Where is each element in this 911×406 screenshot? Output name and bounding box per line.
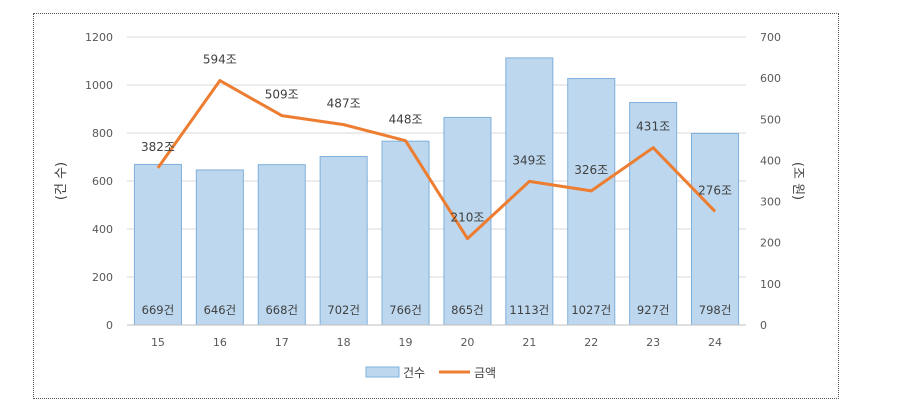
- y-left-axis-title: (건 수): [54, 162, 69, 200]
- line-data-label: 509조: [265, 88, 299, 102]
- bar-data-label: 927건: [637, 303, 670, 317]
- x-tick-label: 22: [584, 336, 598, 349]
- bar: [629, 102, 678, 326]
- bar-data-label: 668건: [265, 303, 298, 317]
- y-right-tick-label: 100: [760, 278, 781, 291]
- x-tick-label: 20: [460, 336, 474, 349]
- x-tick-label: 16: [213, 336, 227, 349]
- x-tick-label: 18: [337, 336, 351, 349]
- bar: [195, 169, 244, 326]
- legend-line-label: 금액: [474, 366, 496, 380]
- line-data-label: 448조: [389, 113, 423, 127]
- line-data-label: 487조: [327, 97, 361, 111]
- bar-data-label: 669건: [142, 303, 175, 317]
- bar-data-label: 646건: [204, 303, 237, 317]
- y-left-tick-label: 600: [92, 175, 113, 188]
- line-data-label: 594조: [203, 53, 237, 67]
- y-right-tick-label: 400: [760, 154, 781, 167]
- y-right-tick-label: 500: [760, 113, 781, 126]
- bar: [319, 156, 368, 326]
- bar: [443, 116, 492, 326]
- y-right-tick-label: 300: [760, 196, 781, 209]
- bar: [567, 78, 616, 326]
- legend-bar-swatch: [365, 366, 400, 378]
- y-right-tick-label: 600: [760, 72, 781, 85]
- x-tick-label: 23: [646, 336, 660, 349]
- y-right-tick-label: 700: [760, 31, 781, 44]
- y-right-tick-label: 200: [760, 237, 781, 250]
- x-tick-label: 17: [275, 336, 289, 349]
- chart-frame: 0 200 400 600 800 1000 1200 0 100 200 300 400 500 600…: [33, 13, 839, 399]
- bar: [257, 164, 306, 326]
- y-left-tick-label: 800: [92, 127, 113, 140]
- x-tick-label: 24: [708, 336, 722, 349]
- bar: [691, 132, 740, 326]
- y-left-tick-label: 1000: [85, 79, 113, 92]
- line-data-label: 276조: [698, 183, 732, 197]
- y-left-tick-label: 200: [92, 271, 113, 284]
- line-series: [156, 79, 717, 241]
- combo-chart: 0 200 400 600 800 1000 1200 0 100 200 300 400 500 600…: [54, 31, 805, 380]
- bar-data-label: 1113건: [509, 303, 549, 317]
- line-data-label: 382조: [141, 140, 175, 154]
- bar-data-label: 766건: [389, 303, 422, 317]
- y-left-tick-label: 1200: [85, 31, 113, 44]
- bar-data-label: 1027건: [571, 303, 611, 317]
- line-data-label: 349조: [512, 153, 546, 167]
- bar-data-label: 865건: [451, 303, 484, 317]
- bar-data-label: 702건: [327, 303, 360, 317]
- bar: [133, 163, 182, 326]
- y-right-axis-title: (조 원): [790, 162, 805, 200]
- line-data-label: 210조: [450, 211, 484, 225]
- y-left-tick-label: 0: [106, 319, 113, 332]
- x-tick-label: 21: [522, 336, 536, 349]
- bar: [505, 57, 554, 326]
- legend-bar-label: 건수: [403, 366, 425, 380]
- x-tick-label: 19: [399, 336, 413, 349]
- y-right-tick-label: 0: [760, 319, 767, 332]
- x-tick-label: 15: [151, 336, 165, 349]
- y-left-tick-label: 400: [92, 223, 113, 236]
- line-data-label: 431조: [636, 120, 670, 134]
- line-data-label: 326조: [574, 163, 608, 177]
- bar-data-label: 798건: [699, 303, 732, 317]
